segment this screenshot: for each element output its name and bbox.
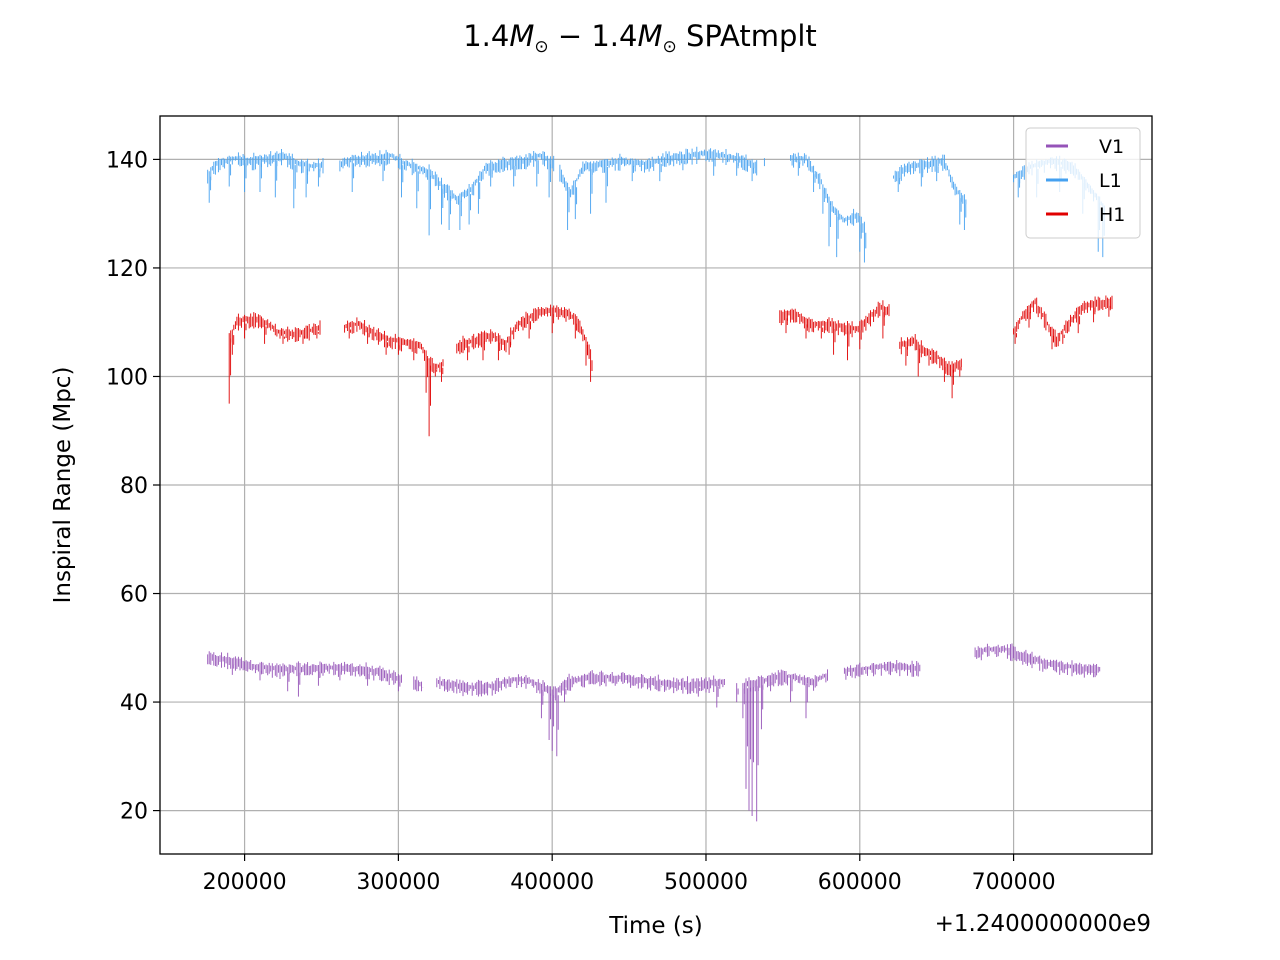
series-segment-l1 [207,149,324,209]
series-segment-v1 [736,669,828,822]
series-segment-h1 [344,317,444,437]
series-segment-l1 [559,146,758,230]
series-segment-h1 [456,304,593,382]
series-segment-v1 [436,670,725,757]
x-tick-label: 600000 [818,870,902,895]
legend-label-v1: V1 [1099,136,1124,158]
x-tick-label: 300000 [356,870,440,895]
series-segment-v1 [843,660,921,680]
axis-ticks: 200000 300000 400000 500000 600000 700000 20 40… [106,148,1056,895]
legend-label-l1: L1 [1099,170,1122,192]
legend-label-h1: H1 [1099,204,1125,226]
chart-title: 1.4M⊙ − 1.4M⊙ SPAtmplt [463,19,817,57]
series-segment-v1 [413,676,424,692]
series-segment-h1 [899,334,962,399]
y-axis-label: Inspiral Range (Mpc) [50,367,76,604]
x-tick-label: 200000 [203,870,287,895]
y-tick-label: 60 [120,583,148,608]
series-segment-l1 [893,154,967,230]
grid [160,116,1152,854]
series-h1 [228,295,1113,437]
y-tick-label: 20 [120,800,148,825]
series-segment-v1 [207,651,402,697]
x-offset-label: +1.2400000000e9 [935,911,1151,937]
x-tick-label: 700000 [972,870,1056,895]
x-tick-label: 500000 [664,870,748,895]
y-tick-label: 100 [106,365,148,390]
series-segment-h1 [228,312,321,404]
series-segment-h1 [1013,295,1113,350]
series-segment-h1 [779,300,890,361]
y-tick-label: 120 [106,257,148,282]
y-tick-label: 80 [120,474,148,499]
legend: V1 L1 H1 [1025,127,1141,239]
y-tick-label: 40 [120,691,148,716]
x-axis-label: Time (s) [608,913,703,939]
series-segment-l1 [790,152,867,263]
series-segment-v1 [974,643,1101,678]
legend-box [1025,127,1141,239]
series-segment-l1 [339,149,555,236]
x-tick-label: 400000 [510,870,594,895]
series-v1 [207,643,1101,822]
y-tick-label: 140 [106,148,148,173]
